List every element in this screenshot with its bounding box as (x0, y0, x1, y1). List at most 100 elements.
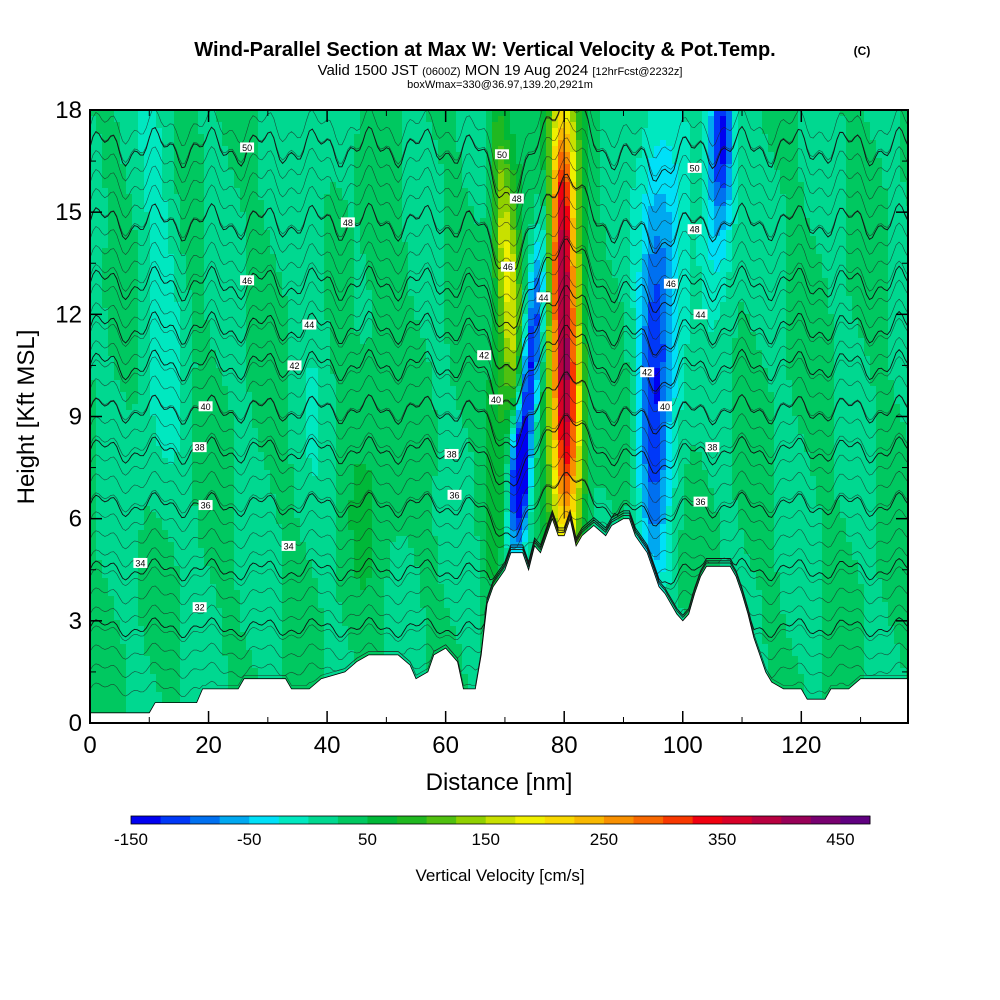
field-cell (108, 158, 115, 165)
field-cell (132, 302, 139, 309)
field-cell (726, 230, 733, 237)
field-cell (198, 266, 205, 273)
field-cell (816, 254, 823, 261)
field-cell (672, 302, 679, 309)
field-cell (906, 242, 913, 249)
field-cell (252, 260, 259, 267)
field-cell (378, 248, 385, 255)
field-cell (666, 128, 673, 135)
field-cell (822, 182, 829, 189)
field-cell (222, 296, 229, 303)
field-cell (498, 242, 505, 249)
field-cell (198, 206, 205, 213)
field-cell (210, 248, 217, 255)
field-cell (630, 158, 637, 165)
field-cell (258, 206, 265, 213)
field-cell (450, 146, 457, 153)
field-cell (588, 284, 595, 291)
field-cell (414, 164, 421, 171)
field-cell (498, 122, 505, 129)
field-cell (906, 176, 913, 183)
field-cell (222, 248, 229, 255)
field-cell (900, 296, 907, 303)
field-cell (162, 290, 169, 297)
field-cell (210, 308, 217, 315)
field-cell (690, 134, 697, 141)
field-cell (174, 116, 181, 123)
field-cell (432, 182, 439, 189)
field-cell (396, 116, 403, 123)
field-cell (690, 302, 697, 309)
field-cell (108, 254, 115, 261)
field-cell (648, 248, 655, 255)
field-cell (474, 188, 481, 195)
field-cell (714, 176, 721, 183)
field-cell (348, 230, 355, 237)
field-cell (480, 158, 487, 165)
field-cell (414, 152, 421, 159)
field-cell (648, 314, 655, 321)
field-cell (228, 248, 235, 255)
field-cell (522, 314, 529, 321)
field-cell (258, 116, 265, 123)
field-cell (120, 164, 127, 171)
field-cell (750, 206, 757, 213)
field-cell (624, 194, 631, 201)
field-cell (786, 296, 793, 303)
field-cell (96, 182, 103, 189)
field-cell (216, 206, 223, 213)
field-cell (408, 146, 415, 153)
field-cell (720, 212, 727, 219)
field-cell (444, 194, 451, 201)
field-cell (102, 146, 109, 153)
field-cell (204, 200, 211, 207)
field-cell (498, 290, 505, 297)
field-cell (690, 284, 697, 291)
field-cell (180, 146, 187, 153)
field-cell (120, 146, 127, 153)
field-cell (492, 122, 499, 129)
field-cell (306, 140, 313, 147)
field-cell (426, 290, 433, 297)
field-cell (156, 158, 163, 165)
field-cell (900, 182, 907, 189)
field-cell (642, 320, 649, 327)
field-cell (324, 242, 331, 249)
field-cell (780, 302, 787, 309)
field-cell (258, 242, 265, 249)
field-cell (564, 302, 571, 309)
field-cell (798, 176, 805, 183)
field-cell (372, 164, 379, 171)
field-cell (348, 248, 355, 255)
field-cell (354, 194, 361, 201)
field-cell (786, 206, 793, 213)
field-cell (504, 296, 511, 303)
field-cell (708, 128, 715, 135)
field-cell (882, 260, 889, 267)
field-cell (666, 146, 673, 153)
field-cell (630, 188, 637, 195)
field-cell (810, 296, 817, 303)
field-cell (390, 122, 397, 129)
field-cell (354, 188, 361, 195)
field-cell (198, 230, 205, 237)
field-cell (258, 146, 265, 153)
field-cell (234, 122, 241, 129)
field-cell (528, 272, 535, 279)
field-cell (576, 146, 583, 153)
field-cell (312, 236, 319, 243)
field-cell (564, 218, 571, 225)
field-cell (840, 296, 847, 303)
field-cell (708, 122, 715, 129)
field-cell (654, 194, 661, 201)
field-cell (822, 266, 829, 273)
field-cell (876, 176, 883, 183)
field-cell (198, 302, 205, 309)
field-cell (162, 212, 169, 219)
field-cell (162, 296, 169, 303)
field-cell (282, 308, 289, 315)
field-cell (396, 278, 403, 285)
field-cell (630, 302, 637, 309)
field-cell (750, 170, 757, 177)
field-cell (138, 182, 145, 189)
